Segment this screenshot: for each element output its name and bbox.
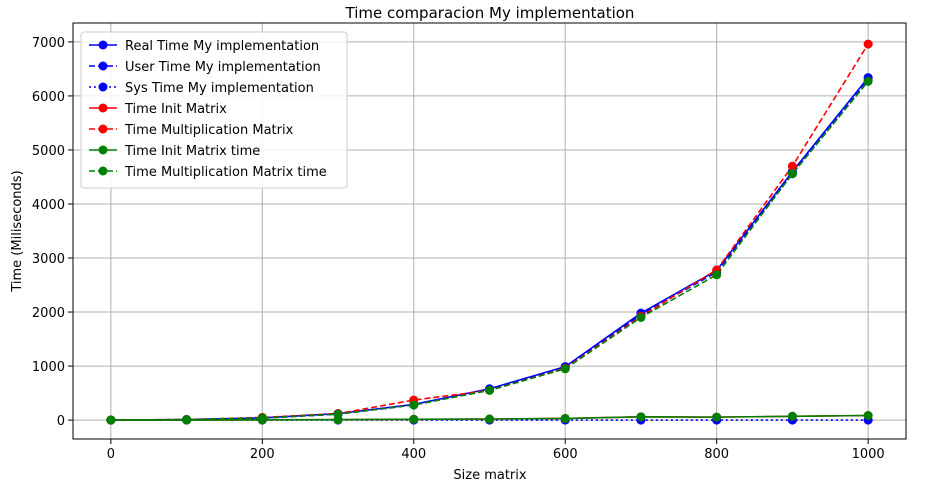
axis-ticks: 0 200 400 600 800 1000 0 1000 2000 3000 4000 5000 60… [32, 36, 885, 462]
data-point [485, 414, 494, 424]
legend-entry: Time Init Matrix [89, 102, 227, 117]
y-axis-title: Time (Miliseconds) [10, 170, 25, 292]
legend-entry: Time Init Matrix time [89, 144, 260, 159]
x-tick-label: 400 [401, 447, 426, 462]
data-point [106, 415, 116, 425]
x-tick-label: 200 [250, 447, 275, 462]
legend-marker [98, 166, 108, 176]
y-tick-label: 3000 [32, 252, 65, 267]
data-point [787, 161, 797, 171]
data-point [409, 400, 419, 410]
y-tick-label: 0 [57, 414, 65, 429]
data-point [636, 412, 646, 422]
plot-frame [72, 22, 907, 440]
series-group [106, 39, 873, 425]
legend-label: Time Init Matrix time [124, 144, 260, 159]
legend-marker [98, 82, 108, 92]
legend-label: Sys Time My implementation [125, 81, 314, 96]
legend: Real Time My implementation User Time My … [80, 31, 348, 189]
x-axis-title: Size matrix [453, 468, 527, 483]
data-point [409, 414, 419, 424]
data-point [485, 385, 494, 395]
data-point [787, 169, 797, 179]
legend-label: Time Multiplication Matrix time [124, 165, 327, 180]
data-point [863, 39, 873, 49]
data-point [560, 413, 570, 423]
y-tick-label: 5000 [32, 144, 65, 159]
y-tick-label: 6000 [32, 90, 65, 105]
legend-entry: User Time My implementation [89, 60, 321, 75]
legend-marker [98, 145, 108, 155]
legend-label: Time Multiplication Matrix [124, 123, 294, 138]
legend-marker [98, 61, 108, 71]
legend-entry: Time Multiplication Matrix [89, 123, 294, 138]
data-point [787, 411, 797, 421]
x-tick-label: 800 [704, 447, 729, 462]
legend-label: User Time My implementation [125, 60, 321, 75]
legend-marker [98, 103, 108, 113]
legend-entry: Time Multiplication Matrix time [89, 165, 327, 180]
legend-entry: Real Time My implementation [89, 39, 319, 54]
x-tick-label: 1000 [852, 447, 885, 462]
y-tick-label: 2000 [32, 306, 65, 321]
data-point [712, 270, 722, 280]
data-point [712, 412, 722, 422]
legend-marker [98, 40, 108, 50]
data-point [560, 364, 570, 374]
chart-title: Time comparacion My implementation [345, 4, 635, 22]
legend-box [80, 31, 348, 189]
legend-label: Time Init Matrix [124, 102, 227, 117]
series-7 [106, 76, 873, 425]
legend-entry: Sys Time My implementation [89, 81, 314, 96]
legend-marker [98, 124, 108, 134]
x-tick-label: 600 [553, 447, 578, 462]
data-point [182, 415, 192, 425]
data-point [333, 409, 343, 419]
y-tick-label: 1000 [32, 360, 65, 375]
x-tick-label: 0 [107, 447, 115, 462]
y-tick-label: 4000 [32, 198, 65, 213]
data-point [863, 76, 873, 86]
data-point [636, 312, 646, 322]
legend-label: Real Time My implementation [125, 39, 319, 54]
data-point [257, 413, 267, 423]
y-tick-label: 7000 [32, 36, 65, 51]
data-point [863, 410, 873, 420]
